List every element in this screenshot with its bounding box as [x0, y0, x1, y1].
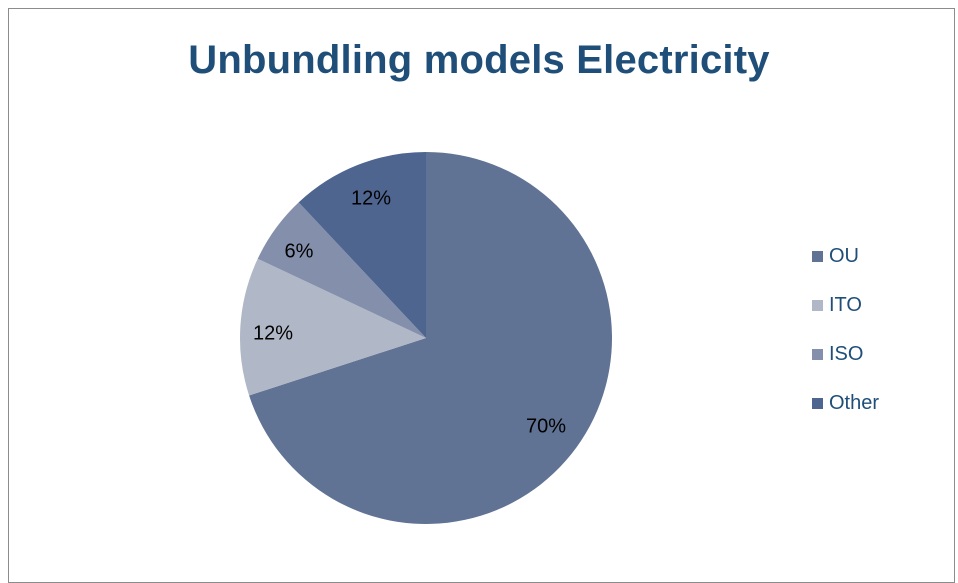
legend-item-iso: ISO	[812, 342, 879, 366]
legend-swatch-iso	[812, 348, 823, 360]
chart-title: Unbundling models Electricity	[188, 38, 770, 82]
legend-swatch-ou	[812, 250, 823, 262]
pie-slices	[240, 152, 612, 524]
legend-swatch-other	[812, 397, 823, 409]
legend: OU ITO ISO Other	[812, 244, 879, 440]
legend-swatch-ito	[812, 299, 823, 311]
legend-label-other: Other	[829, 391, 880, 414]
pie-slice-labels: 70% 12% 6% 12%	[253, 187, 566, 437]
legend-item-ou: OU	[812, 244, 879, 268]
legend-label-iso: ISO	[829, 342, 864, 365]
legend-label-ou: OU	[829, 244, 859, 267]
pie-slice-iso	[257, 202, 426, 338]
pie-slice-ou	[249, 152, 612, 524]
legend-item-ito: ITO	[812, 293, 879, 317]
pie-label-iso: 6%	[285, 240, 314, 262]
pie-slice-other	[298, 152, 426, 338]
pie-label-ito: 12%	[253, 322, 293, 344]
legend-label-ito: ITO	[829, 293, 862, 316]
pie-label-ou: 70%	[526, 415, 566, 437]
pie-slice-ito	[240, 258, 426, 396]
legend-item-other: Other	[812, 391, 879, 415]
pie-label-other: 12%	[351, 187, 391, 209]
